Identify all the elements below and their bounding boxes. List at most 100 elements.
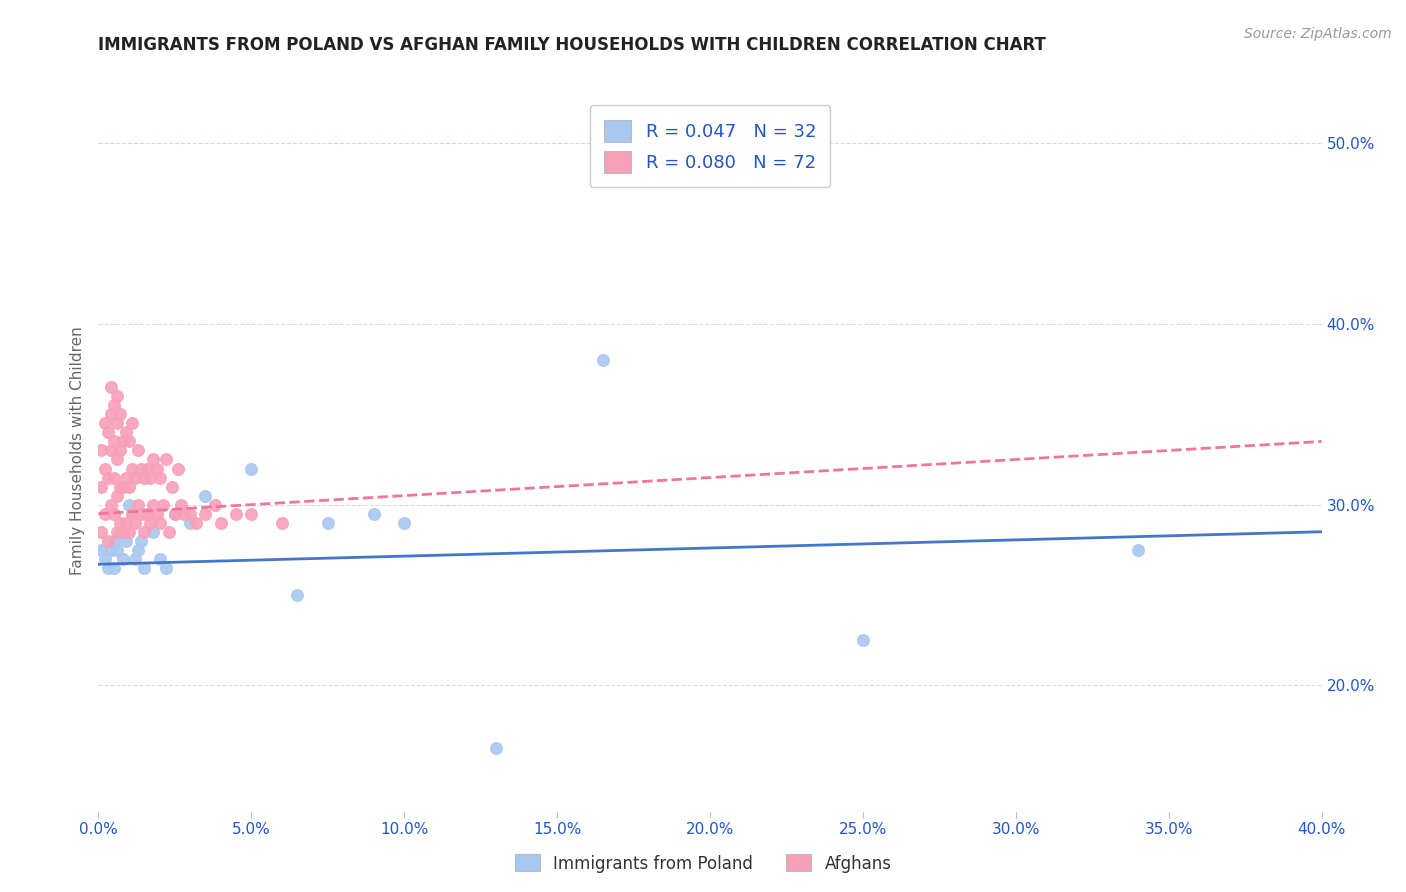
Point <box>90 524 112 539</box>
Point <box>108 480 131 494</box>
Point <box>157 524 180 539</box>
Point <box>90 480 112 494</box>
Point <box>111 551 134 566</box>
Point <box>105 389 128 403</box>
Point <box>118 480 141 494</box>
Point <box>139 516 162 530</box>
Point <box>592 353 614 368</box>
Point <box>97 425 120 440</box>
Point <box>124 551 146 566</box>
Point <box>149 516 172 530</box>
Point <box>93 507 115 521</box>
Point <box>100 380 122 394</box>
Point <box>1128 542 1150 557</box>
Point <box>105 524 128 539</box>
Point <box>93 417 115 431</box>
Point <box>149 551 172 566</box>
Point <box>103 561 125 575</box>
Point <box>118 524 141 539</box>
Point <box>103 398 125 412</box>
Point <box>179 516 201 530</box>
Point <box>118 498 141 512</box>
Point <box>103 507 125 521</box>
Point <box>115 533 138 548</box>
Point <box>90 542 112 557</box>
Point <box>115 470 138 484</box>
Point <box>97 470 120 484</box>
Point <box>179 507 201 521</box>
Point <box>108 516 131 530</box>
Point <box>163 507 186 521</box>
Point <box>186 516 208 530</box>
Point <box>170 498 193 512</box>
Point <box>139 470 162 484</box>
Legend: R = 0.047   N = 32, R = 0.080   N = 72: R = 0.047 N = 32, R = 0.080 N = 72 <box>589 105 831 187</box>
Point <box>852 633 875 648</box>
Point <box>103 470 125 484</box>
Point <box>97 561 120 575</box>
Point <box>145 507 167 521</box>
Point <box>121 417 143 431</box>
Point <box>225 507 247 521</box>
Point <box>100 542 122 557</box>
Point <box>127 542 149 557</box>
Point <box>485 741 508 756</box>
Point <box>103 533 125 548</box>
Text: IMMIGRANTS FROM POLAND VS AFGHAN FAMILY HOUSEHOLDS WITH CHILDREN CORRELATION CHA: IMMIGRANTS FROM POLAND VS AFGHAN FAMILY … <box>98 36 1046 54</box>
Point <box>270 516 292 530</box>
Point <box>155 452 177 467</box>
Point <box>136 507 159 521</box>
Point <box>134 470 156 484</box>
Point <box>149 470 172 484</box>
Point <box>124 516 146 530</box>
Point <box>155 561 177 575</box>
Point <box>142 452 165 467</box>
Point <box>93 551 115 566</box>
Point <box>173 507 195 521</box>
Point <box>142 498 165 512</box>
Point <box>108 407 131 422</box>
Point <box>105 417 128 431</box>
Point <box>127 443 149 458</box>
Point <box>121 507 143 521</box>
Point <box>103 434 125 449</box>
Point <box>105 452 128 467</box>
Point <box>160 480 183 494</box>
Point <box>129 533 152 548</box>
Point <box>129 507 152 521</box>
Point <box>240 461 263 475</box>
Point <box>194 489 217 503</box>
Point <box>363 507 385 521</box>
Point <box>167 461 190 475</box>
Point <box>105 542 128 557</box>
Point <box>118 434 141 449</box>
Point <box>115 516 138 530</box>
Point <box>240 507 263 521</box>
Point <box>392 516 416 530</box>
Point <box>93 461 115 475</box>
Point <box>163 507 186 521</box>
Point <box>111 480 134 494</box>
Point <box>111 434 134 449</box>
Point <box>145 461 167 475</box>
Point <box>108 443 131 458</box>
Point <box>285 588 308 602</box>
Point <box>134 524 156 539</box>
Point <box>127 498 149 512</box>
Point <box>129 461 152 475</box>
Point <box>121 461 143 475</box>
Point <box>111 524 134 539</box>
Point <box>204 498 226 512</box>
Point <box>115 425 138 440</box>
Point <box>105 489 128 503</box>
Point <box>100 443 122 458</box>
Point <box>316 516 339 530</box>
Y-axis label: Family Households with Children: Family Households with Children <box>69 326 84 574</box>
Point <box>142 524 165 539</box>
Point <box>100 498 122 512</box>
Point <box>90 443 112 458</box>
Point <box>108 524 131 539</box>
Point <box>134 561 156 575</box>
Point <box>209 516 232 530</box>
Legend: Immigrants from Poland, Afghans: Immigrants from Poland, Afghans <box>508 847 898 880</box>
